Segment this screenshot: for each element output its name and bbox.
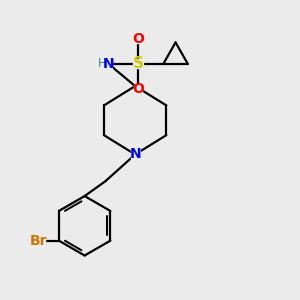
Text: O: O	[132, 32, 144, 46]
Text: S: S	[133, 56, 144, 71]
Text: H: H	[98, 57, 106, 70]
Bar	[134, 85, 142, 93]
Bar	[131, 150, 140, 159]
Text: Br: Br	[29, 234, 47, 248]
Bar	[104, 60, 112, 68]
Bar	[99, 61, 105, 67]
Text: N: N	[103, 57, 114, 71]
Bar	[31, 236, 45, 245]
Text: O: O	[132, 82, 144, 96]
Bar	[134, 34, 142, 43]
Bar	[134, 59, 143, 68]
Text: N: N	[129, 148, 141, 161]
